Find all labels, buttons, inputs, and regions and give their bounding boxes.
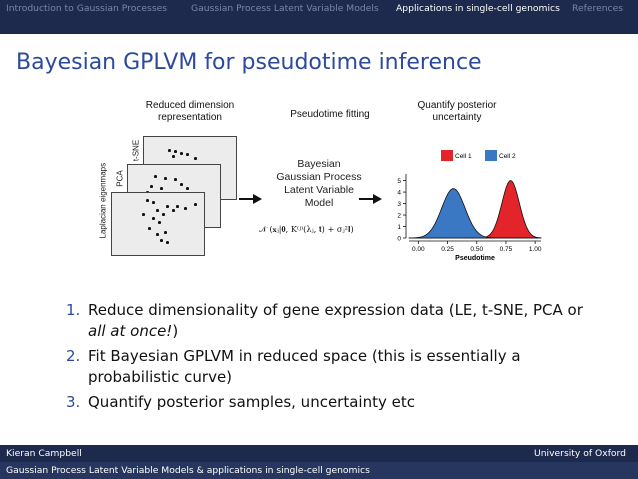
list-item: 2. Fit Bayesian GPLVM in reduced space (… — [66, 346, 586, 388]
steps-list: 1. Reduce dimensionality of gene express… — [66, 300, 586, 417]
density-area-cell-2 — [408, 188, 541, 239]
header-pseudotime-fitting: Pseudotime fitting — [290, 109, 370, 120]
nav-item-gplvm[interactable]: Gaussian Process Latent Variable Models — [191, 3, 379, 14]
x-tick-label: 1.00 — [529, 246, 542, 253]
list-text: Fit Bayesian GPLVM in reduced space (thi… — [88, 347, 521, 386]
y-tick-label: 5 — [397, 178, 401, 185]
x-axis-label: Pseudotime — [455, 255, 495, 262]
legend-label: Cell 2 — [499, 153, 516, 160]
header-reduced-dimension: Reduced dimension representation — [145, 100, 235, 123]
nav-item-references[interactable]: References — [572, 3, 624, 14]
pipeline-diagram: Reduced dimension representation Pseudot… — [95, 96, 555, 266]
footer-author: Kieran Campbell — [6, 448, 82, 459]
list-text: Reduce dimensionality of gene expression… — [88, 301, 583, 319]
subsection-bar — [0, 18, 638, 34]
x-tick-label: 0.75 — [500, 246, 513, 253]
arrow-right-icon — [239, 194, 262, 204]
top-navigation: Introduction to Gaussian Processes Gauss… — [0, 0, 638, 18]
footer-institution: University of Oxford — [533, 448, 626, 459]
list-emphasis: all at once! — [88, 322, 173, 340]
footer-title-bar: Gaussian Process Latent Variable Models … — [0, 462, 638, 479]
y-tick-label: 1 — [397, 224, 401, 231]
nav-item-applications[interactable]: Applications in single-cell genomics — [396, 3, 560, 14]
arrow-right-icon — [359, 194, 382, 204]
footer-talk-title: Gaussian Process Latent Variable Models … — [6, 465, 370, 476]
legend-swatch — [485, 150, 497, 161]
x-tick-label: 0.50 — [470, 246, 483, 253]
legend-label: Cell 1 — [455, 153, 472, 160]
list-text: Quantify posterior samples, uncertainty … — [88, 393, 415, 411]
list-item: 1. Reduce dimensionality of gene express… — [66, 300, 586, 342]
y-tick-label: 3 — [397, 201, 401, 208]
posterior-density-chart: 0 1 2 3 4 5 0.00 0.25 0.50 0.75 1.00 Pseudotime Cel… — [397, 150, 542, 262]
model-description: Bayesian Gaussian Process Latent Variabl… — [276, 158, 362, 209]
y-tick-label: 2 — [397, 212, 401, 219]
label-tsne: t-SNE — [131, 139, 141, 162]
header-quantify-uncertainty: Quantify posterior uncertainty — [417, 100, 497, 123]
list-number: 1. — [66, 301, 81, 319]
footer-bar: Kieran Campbell University of Oxford — [0, 445, 638, 462]
y-tick-label: 0 — [397, 235, 401, 242]
slide-title: Bayesian GPLVM for pseudotime inference — [16, 50, 482, 75]
list-item: 3. Quantify posterior samples, uncertain… — [66, 392, 586, 413]
label-pca: PCA — [115, 170, 125, 187]
nav-item-intro[interactable]: Introduction to Gaussian Processes — [6, 3, 168, 14]
y-tick-label: 4 — [397, 189, 401, 196]
panel-laplacian — [111, 192, 205, 256]
list-number: 3. — [66, 393, 81, 411]
list-number: 2. — [66, 347, 81, 365]
label-laplacian: Laplacian eigenmaps — [98, 162, 108, 239]
x-tick-label: 0.25 — [441, 246, 454, 253]
legend-swatch — [441, 150, 453, 161]
x-tick-label: 0.00 — [412, 246, 425, 253]
list-text-end: ) — [172, 322, 179, 340]
likelihood-formula: 𝒩 (𝐱ⱼ|𝟎, K⁽ʲ⁾(λⱼ, 𝐭) + σⱼ²𝐈) — [259, 224, 354, 234]
